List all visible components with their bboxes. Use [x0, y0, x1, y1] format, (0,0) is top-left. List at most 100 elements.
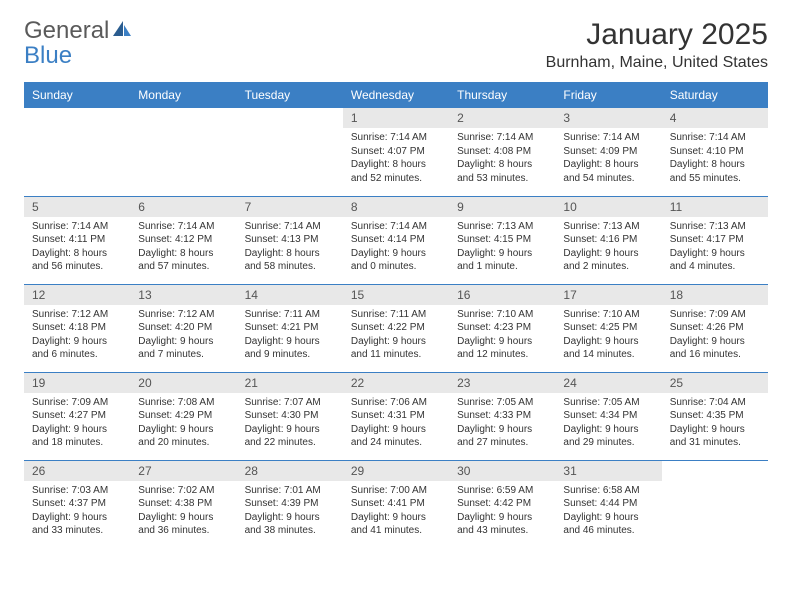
day-details: Sunrise: 7:03 AMSunset: 4:37 PMDaylight:…: [24, 481, 130, 544]
day-number: 8: [343, 197, 449, 217]
daylight-line: Daylight: 9 hours and 46 minutes.: [563, 512, 638, 537]
sunrise-line: Sunrise: 7:09 AM: [670, 309, 746, 320]
day-number: 28: [237, 461, 343, 481]
daylight-line: Daylight: 9 hours and 43 minutes.: [457, 512, 532, 537]
sunset-line: Sunset: 4:26 PM: [670, 322, 744, 333]
calendar-cell: 10Sunrise: 7:13 AMSunset: 4:16 PMDayligh…: [555, 196, 661, 284]
weekday-header: Tuesday: [237, 82, 343, 108]
calendar-cell: 19Sunrise: 7:09 AMSunset: 4:27 PMDayligh…: [24, 372, 130, 460]
logo: GeneralBlue: [24, 18, 134, 68]
calendar-cell: 13Sunrise: 7:12 AMSunset: 4:20 PMDayligh…: [130, 284, 236, 372]
sunset-line: Sunset: 4:16 PM: [563, 234, 637, 245]
sunset-line: Sunset: 4:31 PM: [351, 410, 425, 421]
day-details: Sunrise: 7:14 AMSunset: 4:08 PMDaylight:…: [449, 128, 555, 191]
sunrise-line: Sunrise: 7:10 AM: [563, 309, 639, 320]
day-number: 1: [343, 108, 449, 128]
day-details: Sunrise: 7:14 AMSunset: 4:14 PMDaylight:…: [343, 217, 449, 280]
sunset-line: Sunset: 4:38 PM: [138, 498, 212, 509]
calendar-cell: 24Sunrise: 7:05 AMSunset: 4:34 PMDayligh…: [555, 372, 661, 460]
day-details: Sunrise: 7:10 AM Sunset: 4:23 PM Daylight:…: [449, 305, 555, 368]
calendar-cell: 18Sunrise: 7:09 AMSunset: 4:26 PMDayligh…: [662, 284, 768, 372]
calendar-cell: 11Sunrise: 7:13 AMSunset: 4:17 PMDayligh…: [662, 196, 768, 284]
sunset-line: Sunset: 4:42 PM: [457, 498, 531, 509]
day-details: Sunrise: 7:00 AMSunset: 4:41 PMDaylight:…: [343, 481, 449, 544]
calendar-cell: 16Sunrise: 7:10 AMSunset: 4:23 PMDayligh…: [449, 284, 555, 372]
sunrise-line: Sunrise: 7:01 AM: [245, 485, 321, 496]
weekday-header: Wednesday: [343, 82, 449, 108]
daylight-line: Daylight: 9 hours and 12 minutes.: [457, 336, 532, 361]
daylight-line: Daylight: 9 hours and 18 minutes.: [32, 424, 107, 449]
daylight-line: Daylight: 9 hours and 41 minutes.: [351, 512, 426, 537]
day-number: 24: [555, 373, 661, 393]
sunset-line: Sunset: 4:15 PM: [457, 234, 531, 245]
day-number: 5: [24, 197, 130, 217]
logo-sail-icon: [112, 18, 134, 43]
daylight-line: Daylight: 9 hours and 7 minutes.: [138, 336, 213, 361]
day-details: Sunrise: 7:02 AMSunset: 4:38 PMDaylight:…: [130, 481, 236, 544]
sunset-line: Sunset: 4:44 PM: [563, 498, 637, 509]
calendar-cell: 4Sunrise: 7:14 AMSunset: 4:10 PMDaylight…: [662, 108, 768, 196]
sunrise-line: Sunrise: 7:14 AM: [351, 132, 427, 143]
day-details: Sunrise: 7:13 AMSunset: 4:17 PMDaylight:…: [662, 217, 768, 280]
calendar-cell: 7Sunrise: 7:14 AMSunset: 4:13 PMDaylight…: [237, 196, 343, 284]
day-details: Sunrise: 7:11 AMSunset: 4:22 PMDaylight:…: [343, 305, 449, 368]
calendar-table: SundayMondayTuesdayWednesdayThursdayFrid…: [24, 82, 768, 548]
daylight-line: Daylight: 9 hours and 38 minutes.: [245, 512, 320, 537]
calendar-cell: 28Sunrise: 7:01 AMSunset: 4:39 PMDayligh…: [237, 460, 343, 548]
calendar-row: 5 Sunrise: 7:14 AM Sunset: 4:11 PM Daylight…: [24, 196, 768, 284]
sunrise-line: Sunrise: 7:14 AM: [457, 132, 533, 143]
day-number: 17: [555, 285, 661, 305]
daylight-line: Daylight: 9 hours and 4 minutes.: [670, 248, 745, 273]
calendar-cell: 20Sunrise: 7:08 AMSunset: 4:29 PMDayligh…: [130, 372, 236, 460]
sunrise-line: Sunrise: 7:11 AM: [245, 309, 320, 320]
sunset-line: Sunset: 4:34 PM: [563, 410, 637, 421]
calendar-cell: 27Sunrise: 7:02 AMSunset: 4:38 PMDayligh…: [130, 460, 236, 548]
weekday-header: Saturday: [662, 82, 768, 108]
calendar-cell: 22Sunrise: 7:06 AMSunset: 4:31 PMDayligh…: [343, 372, 449, 460]
day-details: Sunrise: 7:12 AMSunset: 4:20 PMDaylight:…: [130, 305, 236, 368]
day-details: Sunrise: 7:14 AMSunset: 4:11 PMDaylight:…: [24, 217, 130, 280]
sunrise-line: Sunrise: 7:10 AM: [457, 309, 533, 320]
daylight-line: Daylight: 9 hours and 11 minutes.: [351, 336, 426, 361]
calendar-row: 12Sunrise: 7:12 AMSunset: 4:18 PMDayligh…: [24, 284, 768, 372]
sunset-line: Sunset: 4:29 PM: [138, 410, 212, 421]
daylight-line: Daylight: 9 hours and 22 minutes.: [245, 424, 320, 449]
daylight-line: Daylight: 9 hours and 6 minutes.: [32, 336, 107, 361]
sunrise-line: Sunrise: 7:13 AM: [670, 221, 746, 232]
calendar-cell: [237, 108, 343, 196]
sunset-line: Sunset: 4:18 PM: [32, 322, 106, 333]
page-header: GeneralBlue January 2025 Burnham, Maine,…: [24, 18, 768, 72]
day-details: Sunrise: 7:14 AMSunset: 4:13 PMDaylight:…: [237, 217, 343, 280]
calendar-cell: 17Sunrise: 7:10 AMSunset: 4:25 PMDayligh…: [555, 284, 661, 372]
calendar-cell: 9Sunrise: 7:13 AMSunset: 4:15 PMDaylight…: [449, 196, 555, 284]
sunset-line: Sunset: 4:11 PM: [32, 234, 105, 245]
day-number: 14: [237, 285, 343, 305]
calendar-cell: 1Sunrise: 7:14 AMSunset: 4:07 PMDaylight…: [343, 108, 449, 196]
daylight-line: Daylight: 9 hours and 31 minutes.: [670, 424, 745, 449]
day-number: 11: [662, 197, 768, 217]
sunset-line: Sunset: 4:35 PM: [670, 410, 744, 421]
day-number: 22: [343, 373, 449, 393]
location-text: Burnham, Maine, United States: [546, 54, 768, 72]
calendar-cell: 14Sunrise: 7:11 AMSunset: 4:21 PMDayligh…: [237, 284, 343, 372]
daylight-line: Daylight: 8 hours and 54 minutes.: [563, 159, 638, 184]
sunrise-line: Sunrise: 7:14 AM: [32, 221, 108, 232]
calendar-cell: 15Sunrise: 7:11 AMSunset: 4:22 PMDayligh…: [343, 284, 449, 372]
sunset-line: Sunset: 4:13 PM: [245, 234, 319, 245]
day-details: Sunrise: 7:06 AMSunset: 4:31 PMDaylight:…: [343, 393, 449, 456]
calendar-body: 1Sunrise: 7:14 AMSunset: 4:07 PMDaylight…: [24, 108, 768, 548]
day-number: 31: [555, 461, 661, 481]
calendar-cell: [130, 108, 236, 196]
title-block: January 2025 Burnham, Maine, United Stat…: [546, 18, 768, 72]
logo-text-2: Blue: [24, 42, 72, 69]
sunset-line: Sunset: 4:23 PM: [457, 322, 531, 333]
daylight-line: Daylight: 8 hours and 57 minutes.: [138, 248, 213, 273]
sunset-line: Sunset: 4:10 PM: [670, 146, 744, 157]
sunrise-line: Sunrise: 7:13 AM: [457, 221, 533, 232]
day-details: Sunrise: 7:11 AMSunset: 4:21 PMDaylight:…: [237, 305, 343, 368]
sunrise-line: Sunrise: 7:02 AM: [138, 485, 214, 496]
day-number: 4: [662, 108, 768, 128]
day-number: 12: [24, 285, 130, 305]
day-details: Sunrise: 7:01 AMSunset: 4:39 PMDaylight:…: [237, 481, 343, 544]
calendar-cell: 8Sunrise: 7:14 AMSunset: 4:14 PMDaylight…: [343, 196, 449, 284]
